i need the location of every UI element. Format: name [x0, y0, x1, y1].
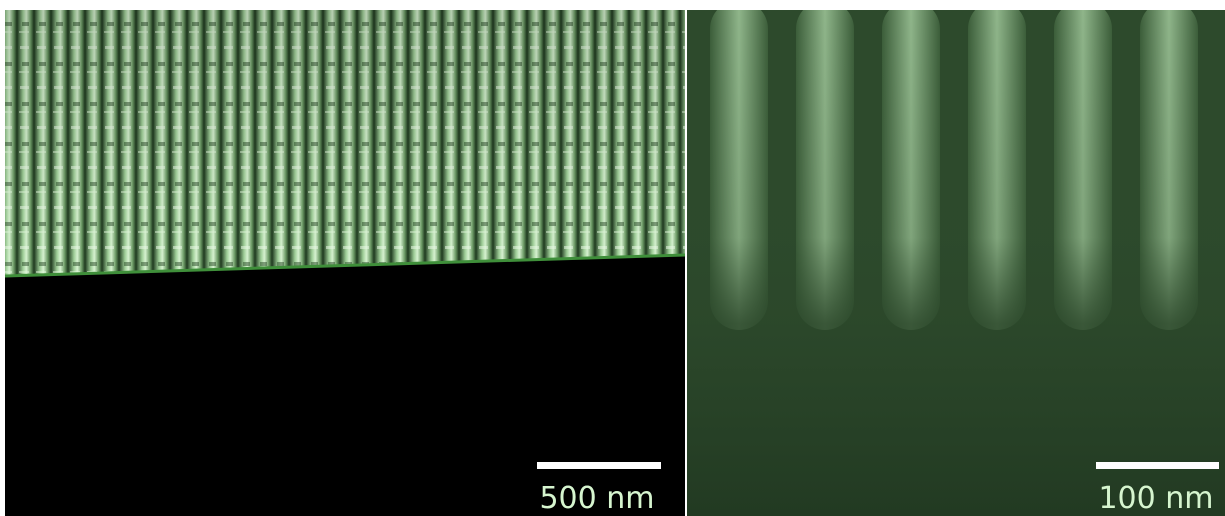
scale-bar	[1096, 462, 1219, 469]
shading	[687, 10, 1225, 516]
right-panel: 100 nm	[687, 10, 1225, 516]
scale-bar	[537, 462, 661, 469]
shading	[5, 10, 685, 276]
scale-label: 100 nm	[1098, 481, 1213, 516]
edge	[4, 253, 686, 278]
scale-label: 500 nm	[539, 481, 654, 516]
left-panel: 500 nm	[4, 10, 686, 516]
